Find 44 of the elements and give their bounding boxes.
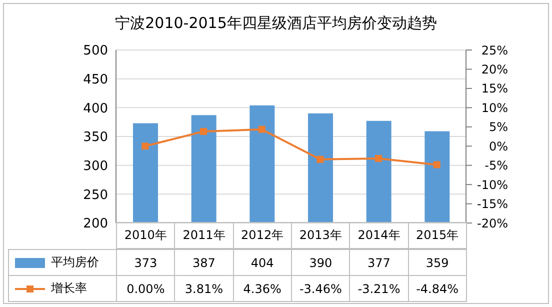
y-tick-label: 400 (83, 101, 108, 116)
data-label: 377 (349, 249, 409, 276)
point (142, 142, 149, 150)
legend-label: 增长率 (51, 280, 87, 297)
x-tick-label: 2014年 (349, 222, 409, 249)
y2-tick-label: 15% (481, 82, 508, 96)
data-label: 4.36% (232, 275, 292, 302)
data-label: 390 (291, 249, 350, 276)
data-label: 387 (174, 249, 234, 276)
y2-tick-label: -5% (484, 158, 508, 173)
y2-tick-label: -10% (476, 178, 508, 192)
y-tick-label: 450 (83, 72, 108, 88)
data-label: -3.21% (349, 275, 409, 302)
y2-tick-label: 20% (481, 62, 508, 76)
x-tick-label: 2013年 (291, 222, 350, 249)
point (433, 161, 440, 168)
y2-tick-label: 25% (481, 43, 508, 58)
x-tick-label: 2012年 (232, 222, 292, 249)
point (258, 126, 266, 133)
point (200, 128, 207, 135)
data-label: 404 (232, 249, 292, 276)
y2-tick-label: 5% (488, 120, 508, 134)
y2-tick-label: -15% (476, 197, 508, 212)
y-tick-label: 350 (83, 130, 108, 146)
x-tick-label: 2015年 (408, 222, 467, 249)
legend-label: 平均房价 (51, 254, 99, 271)
y-tick-label: 500 (83, 44, 108, 59)
point (375, 154, 382, 162)
chart-title: 宁波2010-2015年四星级酒店平均房价变动趋势 (114, 14, 438, 33)
data-label: -4.84% (408, 275, 467, 302)
y-tick-label: 250 (83, 188, 108, 203)
y-tick-label: 200 (83, 216, 108, 232)
y2-tick-label: 10% (481, 100, 508, 115)
data-label: 3.81% (174, 275, 234, 302)
y2-tick-label: 0% (488, 139, 508, 154)
x-tick-label: 2011年 (174, 222, 234, 249)
y2-tick-label: -20% (476, 216, 508, 230)
y-tick-label: 300 (83, 158, 108, 174)
data-label: 359 (408, 249, 467, 276)
point (316, 156, 324, 163)
data-label: -3.46% (291, 275, 350, 302)
x-tick-label: 2010年 (116, 222, 176, 249)
data-label: 373 (116, 249, 176, 276)
data-label: 0.00% (116, 275, 176, 302)
